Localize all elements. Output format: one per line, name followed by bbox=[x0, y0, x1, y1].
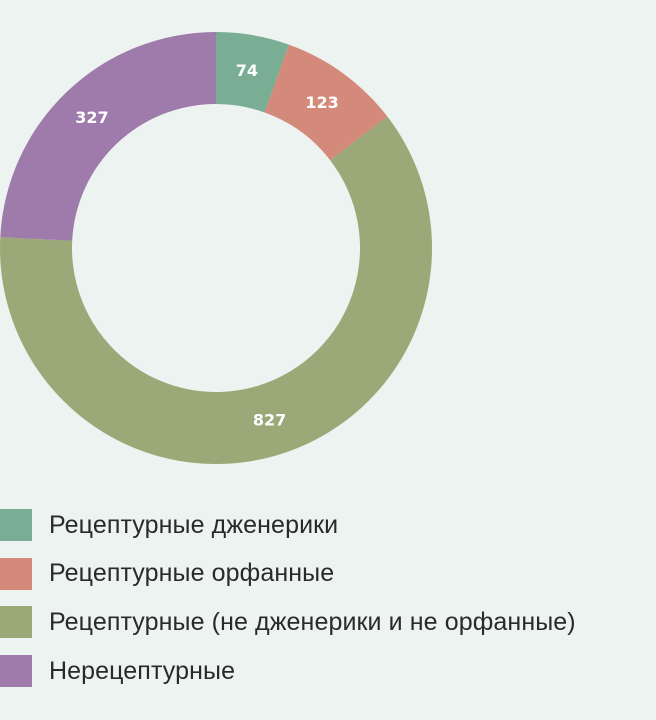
legend-item-orphan: Рецептурные орфанные bbox=[0, 557, 576, 590]
legend-label-other-rx: Рецептурные (не дженерики и не орфанные) bbox=[49, 607, 576, 636]
chart-legend: Рецептурные дженерики Рецептурные орфанн… bbox=[0, 509, 576, 704]
donut-slice-other-rx bbox=[0, 116, 433, 464]
donut-slice-otc bbox=[0, 32, 217, 241]
legend-label-orphan: Рецептурные орфанные bbox=[49, 559, 335, 588]
data-label-other-rx: 827 bbox=[253, 410, 286, 429]
legend-item-other-rx: Рецептурные (не дженерики и не орфанные) bbox=[0, 606, 576, 639]
legend-item-otc: Нерецептурные bbox=[0, 655, 576, 688]
legend-label-otc: Нерецептурные bbox=[49, 656, 236, 685]
donut-slice-generics bbox=[216, 32, 289, 113]
data-label-generics: 74 bbox=[236, 61, 258, 80]
donut-chart: 74 123 827 327 bbox=[0, 32, 433, 464]
data-label-otc: 327 bbox=[75, 108, 108, 127]
donut-slice-orphan bbox=[264, 44, 388, 161]
data-label-orphan: 123 bbox=[305, 93, 338, 112]
legend-swatch-otc bbox=[0, 655, 32, 688]
legend-swatch-generics bbox=[0, 509, 32, 541]
legend-swatch-orphan bbox=[0, 557, 32, 590]
legend-item-generics: Рецептурные дженерики bbox=[0, 509, 576, 541]
legend-label-generics: Рецептурные дженерики bbox=[49, 510, 339, 539]
legend-swatch-other-rx bbox=[0, 606, 32, 639]
